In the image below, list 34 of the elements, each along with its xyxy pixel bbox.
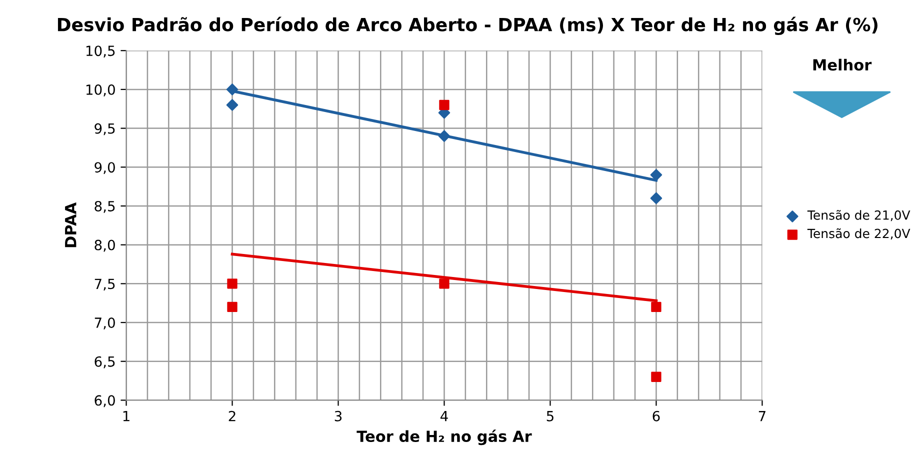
point (651, 302, 662, 312)
y-tick-label: 6,0 (94, 395, 115, 408)
legend-label: Tensão de 21,0V (807, 210, 910, 222)
y-tick-label: 9,5 (94, 123, 115, 136)
chart-title: Desvio Padrão do Período de Arco Aberto - DPAA (ms) X Teor de H₂ no gás Ar (%) (58, 16, 878, 36)
y-tick-label: 8,5 (94, 200, 115, 213)
y-axis-title: DPAA (65, 202, 76, 248)
legend-label: Tensão de 22,0V (807, 228, 910, 240)
y-tick-label: 6,5 (94, 356, 115, 368)
y-tick-label: 7,5 (94, 278, 115, 291)
x-tick-label: 6 (652, 410, 660, 422)
point (651, 372, 662, 382)
y-tick-label: 9,0 (94, 162, 115, 174)
point (226, 84, 238, 96)
y-tick-label: 8,0 (94, 240, 115, 252)
x-tick-label: 4 (440, 411, 448, 422)
y-tick-label: 7,0 (94, 317, 115, 330)
point (227, 278, 238, 289)
point (438, 130, 450, 142)
point (227, 302, 238, 312)
x-tick-label: 2 (228, 410, 236, 422)
x-tick-label: 1 (123, 411, 130, 422)
y-tick-label: 10,5 (86, 46, 115, 58)
x-tick-label: 3 (334, 410, 342, 422)
x-tick-label: 5 (546, 411, 554, 422)
point (439, 278, 450, 289)
y-tick-label: 10,0 (86, 84, 115, 96)
point (226, 99, 238, 111)
point (650, 169, 662, 181)
x-tick-label: 7 (758, 411, 766, 422)
text: Melhor (813, 58, 872, 71)
point (439, 100, 450, 110)
x-axis-title: Teor de H₂ no gás Ar (356, 430, 532, 446)
point (650, 192, 662, 204)
